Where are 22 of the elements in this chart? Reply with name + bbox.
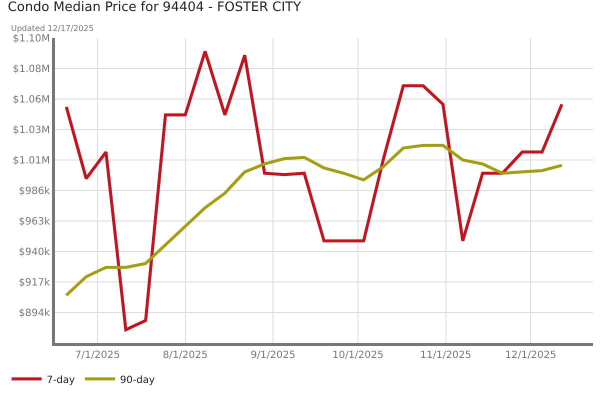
line-series [64,50,564,332]
legend-label: 7-day [46,374,76,386]
y-tick-label: $1.03M [12,125,50,136]
chart-title: Condo Median Price for 94404 - FOSTER CITY [8,0,302,16]
x-tick-label: 10/1/2025 [332,350,384,361]
chart-subtitle: Updated 12/17/2025 [11,24,94,33]
x-tick-label: 9/1/2025 [250,350,296,361]
y-tick-label: $1.01M [12,156,50,166]
x-tick-label: 8/1/2025 [162,350,208,361]
y-tick-label: $1.10M [12,34,50,44]
y-tick-label: $986k [18,186,50,197]
x-tick-label: 7/1/2025 [75,350,120,361]
y-tick-label: $940k [18,247,50,258]
y-tick-label: $894k [18,308,50,319]
x-tick-label: 11/1/2025 [420,350,472,361]
y-tick-label: $1.08M [12,64,50,75]
y-tick-label: $1.06M [12,94,50,106]
legend-label: 90-day [120,374,155,386]
y-tick-label: $963k [18,216,50,228]
line-series [64,144,564,297]
y-tick-label: $917k [18,278,50,288]
x-tick-label: 12/1/2025 [505,350,556,361]
